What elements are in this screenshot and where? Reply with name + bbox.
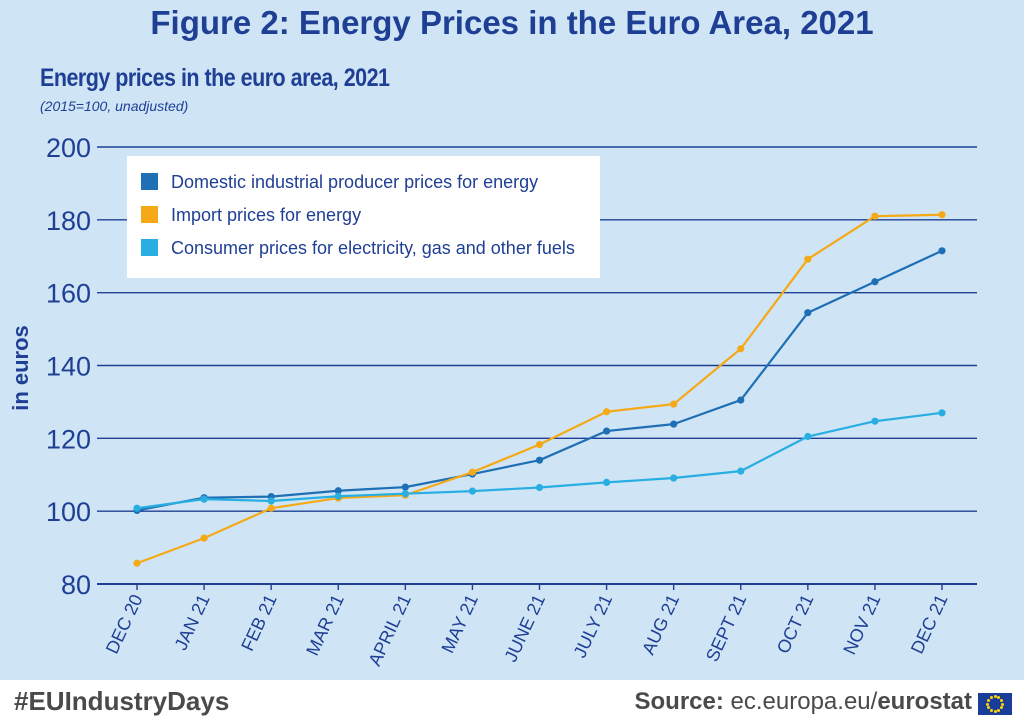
legend-label: Consumer prices for electricity, gas and…: [171, 238, 575, 258]
x-tick-labels: DEC 20 JAN 21 FEB 21 MAR 21 APRIL 21 MAY 21 JU…: [102, 584, 952, 669]
series-1-point: [938, 211, 946, 219]
series-1-point: [871, 212, 879, 220]
series-2-point: [401, 490, 409, 498]
series-1-point: [804, 255, 812, 263]
series-1-point: [602, 408, 611, 416]
footer-bar: #EUIndustryDays Source: ec.europa.eu/eur…: [0, 680, 1024, 724]
legend-swatch: [141, 173, 158, 190]
hashtag: #EUIndustryDays: [14, 686, 230, 716]
flag-star: [993, 710, 997, 713]
source-url: ec.europa.eu/: [730, 688, 878, 715]
y-tick-label: 140: [46, 352, 91, 382]
series-1-point: [133, 559, 141, 567]
series-1-point: [535, 440, 544, 449]
y-tick-label: 120: [46, 424, 91, 454]
source-credit: Source: ec.europa.eu/eurostat: [635, 688, 973, 716]
y-tick-label: 180: [46, 206, 91, 236]
series-1-point: [670, 400, 678, 408]
legend: Domestic industrial producer prices for …: [127, 156, 600, 278]
series-2-point: [670, 474, 678, 482]
series-0-point: [670, 420, 678, 428]
x-tick-label: DEC 20: [102, 591, 147, 657]
y-tick-label: 80: [61, 570, 91, 600]
series-2-point: [737, 467, 745, 475]
x-tick-label: MAR 21: [302, 591, 348, 658]
series-0-point: [871, 278, 879, 286]
series-2-point: [804, 432, 812, 441]
eurostat-brand: eurostat: [877, 688, 972, 715]
legend-swatch: [141, 239, 158, 256]
series-2-point: [602, 478, 611, 486]
flag-star: [989, 696, 993, 699]
series-0-point: [938, 247, 946, 255]
eu-flag-icon: [978, 693, 1012, 715]
series-0-point: [334, 487, 342, 495]
chart-subtitle: (2015=100, unadjusted): [40, 98, 189, 114]
legend-box: [127, 156, 600, 278]
series-0-point: [737, 396, 745, 404]
series-0-point: [602, 427, 611, 435]
y-tick-labels: 80 100 120 140 160 180 200: [46, 133, 91, 600]
flag-star: [1001, 702, 1004, 706]
series-2-point: [535, 483, 544, 492]
legend-label: Import prices for energy: [171, 205, 361, 225]
series-2-point: [468, 487, 477, 495]
series-lines: [133, 211, 946, 567]
flag-star: [993, 695, 997, 698]
y-tick-label: 160: [46, 279, 91, 309]
flag-star: [989, 708, 993, 712]
figure-title: Figure 2: Energy Prices in the Euro Area…: [150, 4, 874, 41]
series-2-point: [334, 492, 342, 500]
flag-star: [986, 702, 989, 706]
series-1-point: [468, 468, 477, 476]
series-0-point: [804, 309, 812, 317]
series-0-point: [535, 456, 544, 464]
flag-star: [999, 706, 1003, 710]
x-tick-label: JUNE 21: [501, 591, 550, 665]
chart-title: Energy prices in the euro area, 2021: [40, 64, 390, 92]
flag-star: [997, 708, 1001, 712]
x-tick-label: JAN 21: [171, 591, 214, 653]
series-2-point: [938, 409, 946, 417]
series-2-point: [267, 497, 275, 505]
flag-star: [997, 696, 1001, 699]
x-tick-label: DEC 21: [907, 591, 952, 657]
legend-label: Domestic industrial producer prices for …: [171, 172, 538, 192]
x-tick-label: APRIL 21: [365, 591, 415, 669]
source-label: Source:: [634, 688, 724, 715]
series-2-point: [200, 495, 208, 503]
series-1-point: [267, 504, 275, 512]
series-0-point: [401, 483, 409, 491]
series-2-point: [871, 417, 879, 425]
x-tick-label: SEPT 21: [702, 591, 750, 664]
series-line-0: [136, 249, 943, 512]
line-chart: 80 100 120 140 160 180 200 DEC 20 JAN 21 FEB 21 M…: [8, 133, 977, 669]
y-tick-label: 200: [46, 133, 91, 163]
x-tick-label: MAY 21: [438, 591, 482, 656]
x-tick-label: AUG 21: [638, 591, 683, 657]
flag-star: [999, 698, 1003, 702]
series-1-point: [200, 534, 208, 542]
x-tick-label: JULY 21: [570, 591, 617, 661]
series-2-point: [133, 504, 141, 512]
x-tick-label: OCT 21: [773, 591, 818, 656]
legend-swatch: [141, 206, 158, 223]
y-axis-label: in euros: [8, 325, 33, 411]
x-tick-label: FEB 21: [237, 591, 280, 654]
flag-star: [987, 698, 990, 702]
flag-star: [987, 706, 990, 710]
series-1-point: [737, 345, 745, 353]
y-tick-label: 100: [46, 497, 91, 527]
x-tick-label: NOV 21: [839, 591, 884, 657]
